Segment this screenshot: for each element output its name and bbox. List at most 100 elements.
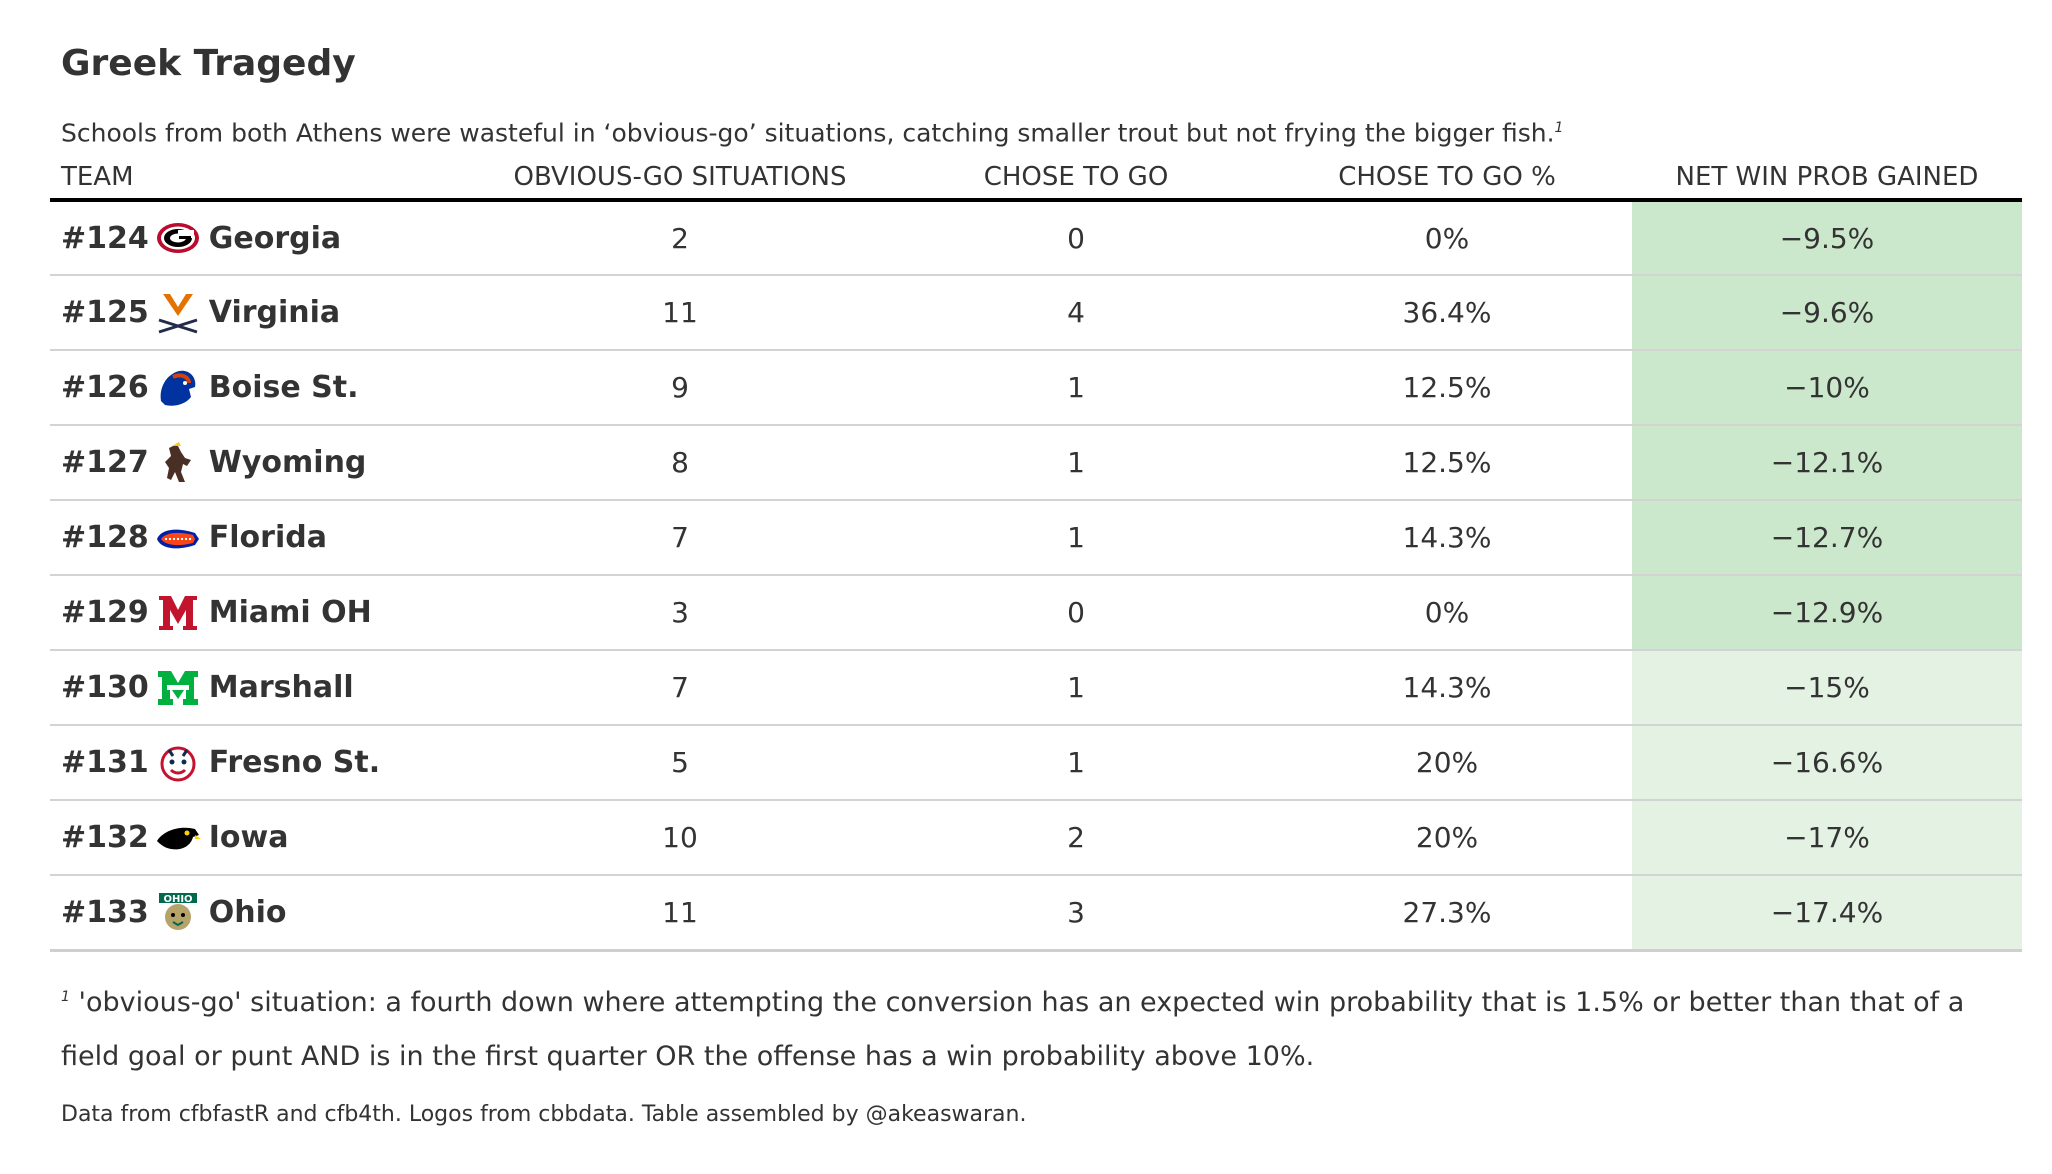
- boise-state-bronco-logo-icon: [155, 365, 201, 411]
- chose-to-go-cell: 1: [890, 725, 1262, 801]
- team-name: Wyoming: [208, 445, 367, 480]
- miami-m-logo-icon: [155, 590, 201, 636]
- table-row: #127 Wyoming 8 1 12.5% −12.1%: [50, 425, 2022, 501]
- table-container: Greek Tragedy Schools from both Athens w…: [50, 40, 2022, 1127]
- chose-to-go-pct-cell: 27.3%: [1262, 875, 1632, 952]
- chose-to-go-pct-cell: 14.3%: [1262, 500, 1632, 576]
- subtitle-footnote-mark: 1: [1554, 120, 1564, 136]
- chose-to-go-cell: 1: [890, 650, 1262, 726]
- team-cell: #127 Wyoming: [50, 425, 470, 501]
- net-win-prob-cell: −12.9%: [1632, 575, 2022, 651]
- table-row: #125 Virginia 11 4 36.4% −9.6%: [50, 275, 2022, 351]
- chose-to-go-cell: 0: [890, 575, 1262, 651]
- obvious-go-cell: 5: [470, 725, 890, 801]
- team-cell: #131 Fresno St.: [50, 725, 470, 801]
- team-cell: #124 Georgia: [50, 200, 470, 276]
- net-win-prob-cell: −16.6%: [1632, 725, 2022, 801]
- stats-table: TEAM OBVIOUS-GO SITUATIONS CHOSE TO GO C…: [50, 160, 2022, 952]
- obvious-go-cell: 8: [470, 425, 890, 501]
- net-win-prob-cell: −9.6%: [1632, 275, 2022, 351]
- wyoming-cowboy-logo-icon: [155, 440, 201, 486]
- chose-to-go-cell: 3: [890, 875, 1262, 952]
- team-cell: #129 Miami OH: [50, 575, 470, 651]
- subtitle-text: Schools from both Athens were wasteful i…: [61, 118, 1555, 148]
- team-cell: #132 Iowa: [50, 800, 470, 876]
- chose-to-go-cell: 4: [890, 275, 1262, 351]
- chose-to-go-pct-cell: 0%: [1262, 575, 1632, 651]
- table-row: #129 Miami OH 3 0 0% −12.9%: [50, 575, 2022, 651]
- team-name: Ohio: [208, 894, 287, 930]
- net-win-prob-cell: −17%: [1632, 800, 2022, 876]
- column-header-net-win-prob: NET WIN PROB GAINED: [1632, 160, 2022, 202]
- table-row: #124 Georgia 2 0 0% −9.5%: [50, 200, 2022, 276]
- obvious-go-cell: 11: [470, 875, 890, 952]
- team-name: Fresno St.: [208, 745, 381, 780]
- obvious-go-cell: 11: [470, 275, 890, 351]
- footnote: 1 'obvious-go' situation: a fourth down …: [61, 970, 2021, 1084]
- ohio-bobcat-logo-icon: OHIO: [155, 889, 201, 935]
- chose-to-go-cell: 0: [890, 200, 1262, 276]
- obvious-go-cell: 10: [470, 800, 890, 876]
- team-rank: #128: [61, 520, 149, 555]
- chose-to-go-cell: 1: [890, 425, 1262, 501]
- team-name: Boise St.: [208, 370, 359, 405]
- team-cell: #128 Florida: [50, 500, 470, 576]
- team-cell: #125 Virginia: [50, 275, 470, 351]
- table-subtitle: Schools from both Athens were wasteful i…: [61, 110, 2022, 148]
- marshall-m-logo-icon: [155, 665, 201, 711]
- team-cell: #126 Boise St.: [50, 350, 470, 426]
- team-rank: #131: [61, 745, 149, 780]
- svg-text:OHIO: OHIO: [163, 894, 192, 905]
- chose-to-go-cell: 1: [890, 350, 1262, 426]
- net-win-prob-cell: −12.7%: [1632, 500, 2022, 576]
- chose-to-go-cell: 2: [890, 800, 1262, 876]
- table-row: #132 Iowa 10 2 20% −17%: [50, 800, 2022, 876]
- chose-to-go-pct-cell: 20%: [1262, 800, 1632, 876]
- header-row: TEAM OBVIOUS-GO SITUATIONS CHOSE TO GO C…: [50, 160, 2022, 202]
- footnote-text: 'obvious-go' situation: a fourth down wh…: [61, 986, 1965, 1072]
- team-name: Marshall: [208, 670, 354, 705]
- team-rank: #133: [61, 894, 149, 930]
- obvious-go-cell: 2: [470, 200, 890, 276]
- chose-to-go-cell: 1: [890, 500, 1262, 576]
- obvious-go-cell: 7: [470, 500, 890, 576]
- net-win-prob-cell: −9.5%: [1632, 200, 2022, 276]
- team-name: Miami OH: [208, 595, 372, 630]
- obvious-go-cell: 3: [470, 575, 890, 651]
- column-header-team: TEAM: [50, 160, 470, 202]
- team-rank: #127: [61, 445, 149, 480]
- table-row: #126 Boise St. 9 1 12.5% −10%: [50, 350, 2022, 426]
- table-row: #131 Fresno St. 5 1 20% −16.6%: [50, 725, 2022, 801]
- team-rank: #125: [61, 295, 149, 330]
- virginia-sabres-logo-icon: [155, 290, 201, 336]
- net-win-prob-cell: −10%: [1632, 350, 2022, 426]
- column-header-chose-to-go-pct: CHOSE TO GO %: [1262, 160, 1632, 202]
- team-rank: #126: [61, 370, 149, 405]
- chose-to-go-pct-cell: 36.4%: [1262, 275, 1632, 351]
- table-row: #130 Marshall 7 1 14.3% −15%: [50, 650, 2022, 726]
- georgia-g-logo-icon: [155, 215, 201, 261]
- table-body: #124 Georgia 2 0 0% −9.5% #125 Virginia 11 4 36.4%…: [50, 200, 2022, 952]
- florida-gator-logo-icon: [155, 515, 201, 561]
- chose-to-go-pct-cell: 0%: [1262, 200, 1632, 276]
- source-note: Data from cfbfastR and cfb4th. Logos fro…: [61, 1101, 1027, 1127]
- chose-to-go-pct-cell: 12.5%: [1262, 425, 1632, 501]
- net-win-prob-cell: −15%: [1632, 650, 2022, 726]
- team-rank: #130: [61, 670, 149, 705]
- column-header-chose-to-go: CHOSE TO GO: [890, 160, 1262, 202]
- team-name: Florida: [208, 520, 327, 555]
- net-win-prob-cell: −12.1%: [1632, 425, 2022, 501]
- chose-to-go-pct-cell: 14.3%: [1262, 650, 1632, 726]
- team-rank: #124: [61, 220, 149, 256]
- team-cell: #133 OHIO Ohio: [50, 875, 470, 952]
- fresno-bulldog-logo-icon: [155, 740, 201, 786]
- iowa-hawk-logo-icon: [155, 815, 201, 861]
- obvious-go-cell: 7: [470, 650, 890, 726]
- team-rank: #132: [61, 820, 149, 855]
- team-name: Iowa: [208, 820, 289, 855]
- table-row: #133 OHIO Ohio 11 3 27.3% −17.4%: [50, 875, 2022, 952]
- chose-to-go-pct-cell: 20%: [1262, 725, 1632, 801]
- team-cell: #130 Marshall: [50, 650, 470, 726]
- chose-to-go-pct-cell: 12.5%: [1262, 350, 1632, 426]
- obvious-go-cell: 9: [470, 350, 890, 426]
